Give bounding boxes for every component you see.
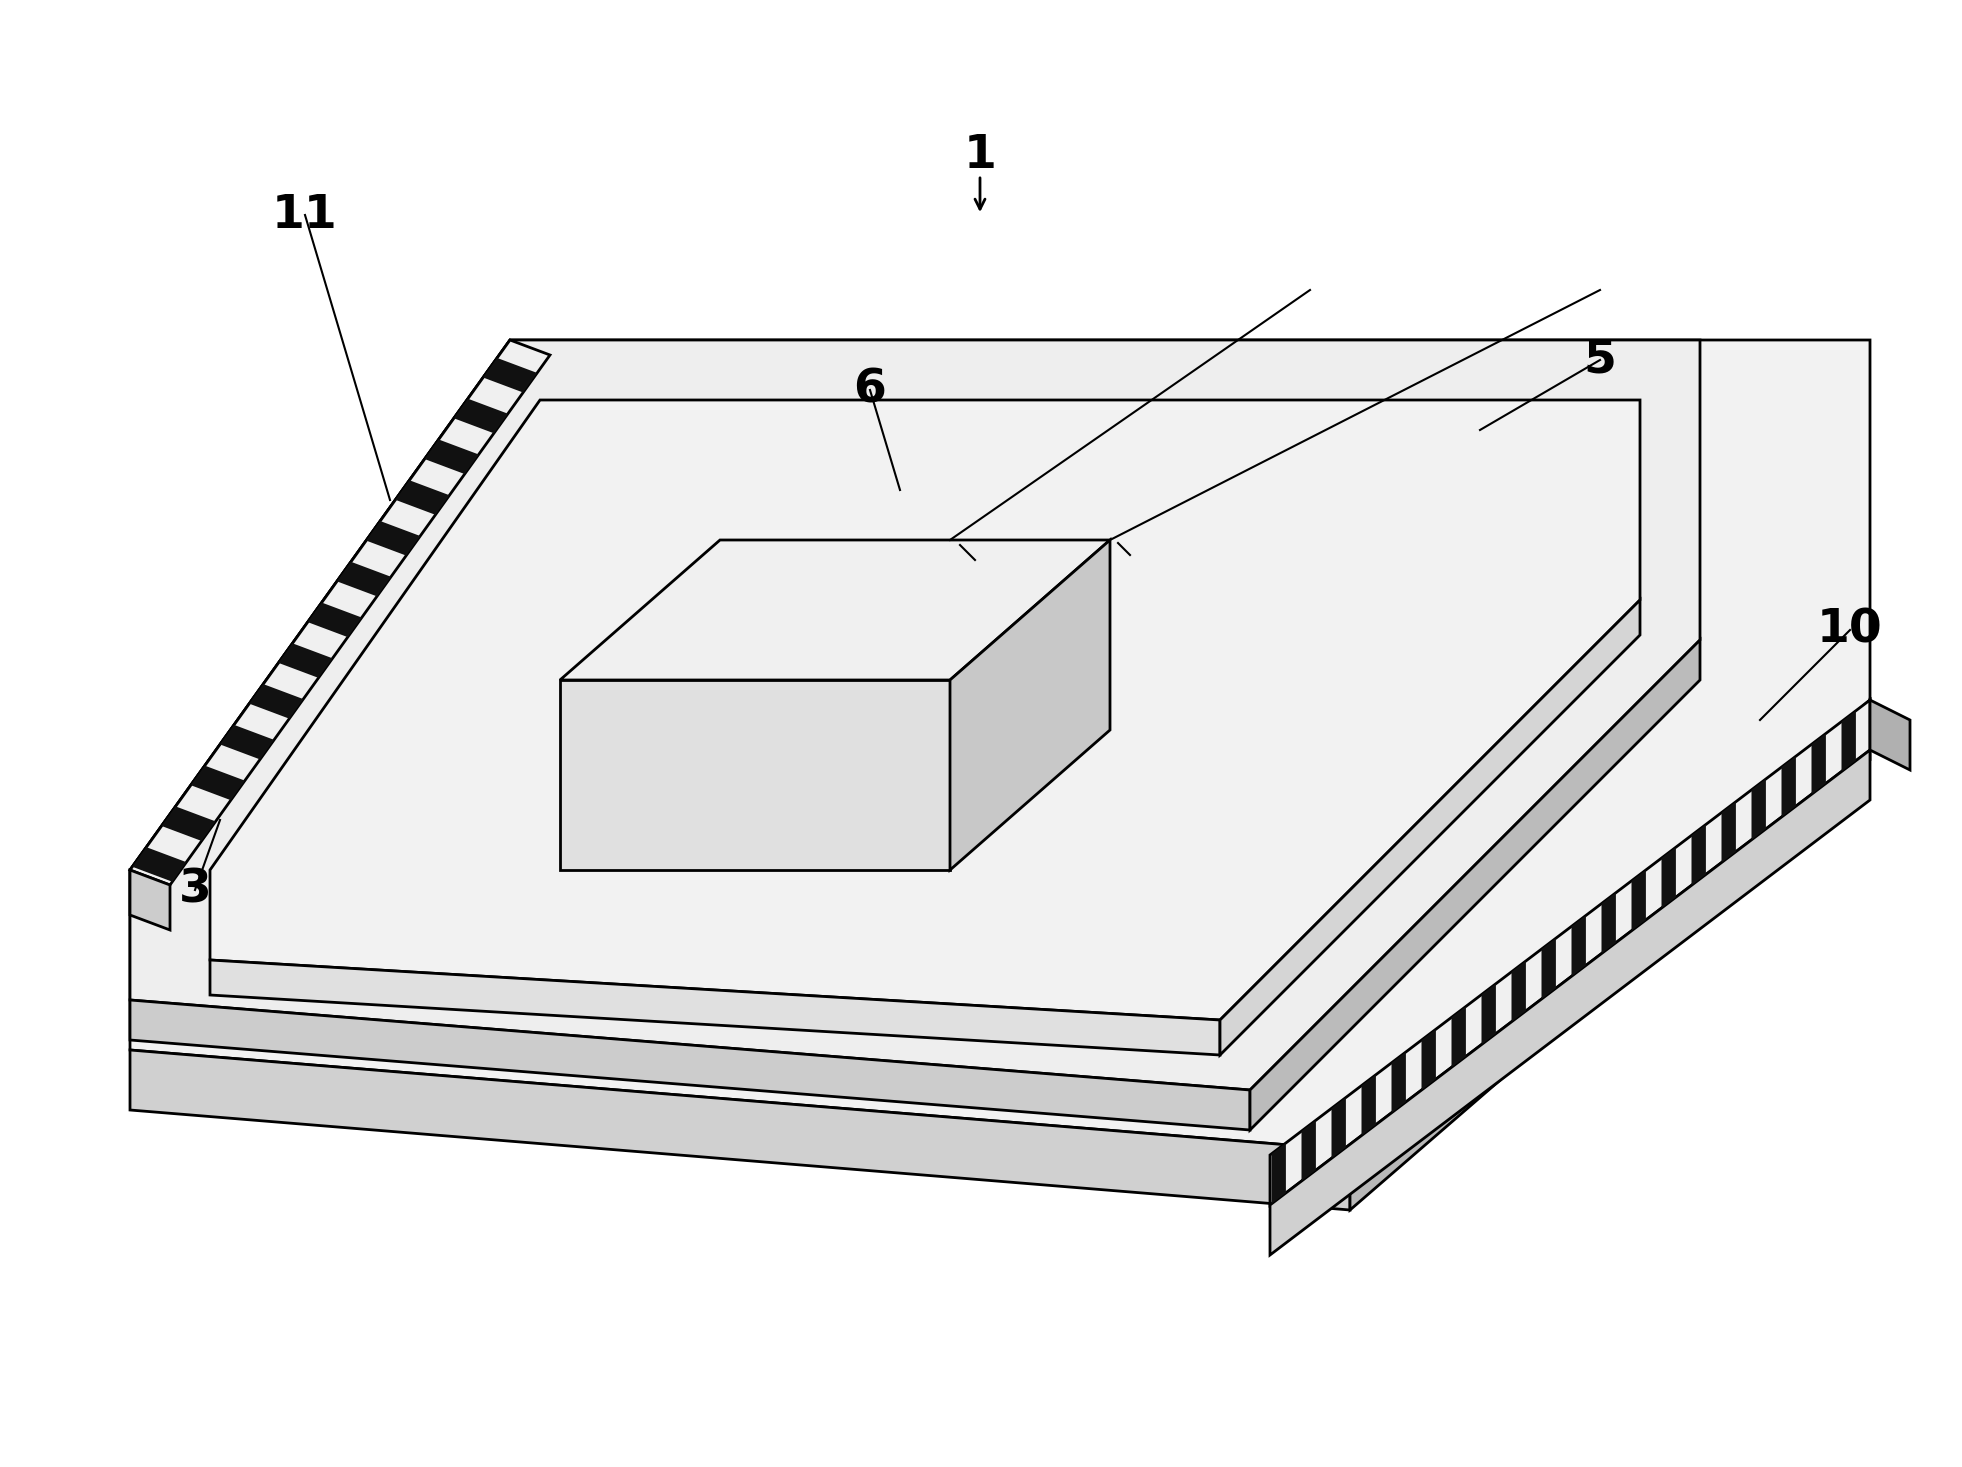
Polygon shape <box>279 644 332 678</box>
Polygon shape <box>161 807 216 841</box>
Polygon shape <box>1332 1097 1346 1159</box>
Polygon shape <box>396 480 449 515</box>
Polygon shape <box>1481 984 1495 1045</box>
Polygon shape <box>1811 734 1827 794</box>
Text: 1: 1 <box>963 132 997 178</box>
Polygon shape <box>1250 640 1699 1130</box>
Text: 3: 3 <box>179 867 212 912</box>
Polygon shape <box>129 1000 1250 1130</box>
Polygon shape <box>1220 600 1640 1055</box>
Polygon shape <box>1362 1075 1375 1135</box>
Polygon shape <box>424 440 479 474</box>
Polygon shape <box>453 399 508 433</box>
Text: 5: 5 <box>1583 337 1617 383</box>
Text: 10: 10 <box>1817 607 1884 653</box>
Polygon shape <box>1511 961 1526 1022</box>
Polygon shape <box>337 562 390 597</box>
Polygon shape <box>1842 710 1856 772</box>
Polygon shape <box>1271 1143 1285 1204</box>
Polygon shape <box>1781 756 1795 817</box>
Polygon shape <box>1870 700 1909 770</box>
Polygon shape <box>1632 870 1646 932</box>
Polygon shape <box>249 684 304 719</box>
Polygon shape <box>1572 915 1585 977</box>
Polygon shape <box>308 603 361 637</box>
Polygon shape <box>210 400 1640 1020</box>
Polygon shape <box>1601 893 1617 954</box>
Polygon shape <box>1542 939 1556 999</box>
Polygon shape <box>1721 801 1736 863</box>
Polygon shape <box>1269 750 1870 1254</box>
Polygon shape <box>1301 1121 1317 1181</box>
Polygon shape <box>131 846 186 882</box>
Polygon shape <box>1452 1006 1466 1068</box>
Polygon shape <box>1662 846 1676 908</box>
Polygon shape <box>1269 700 1870 1204</box>
Polygon shape <box>483 358 538 393</box>
Polygon shape <box>1350 700 1870 1210</box>
Polygon shape <box>950 540 1110 870</box>
Polygon shape <box>220 725 275 760</box>
Polygon shape <box>1422 1030 1436 1090</box>
Polygon shape <box>210 959 1220 1055</box>
Polygon shape <box>129 340 1870 1150</box>
Polygon shape <box>1691 824 1705 886</box>
Polygon shape <box>190 766 245 800</box>
Polygon shape <box>129 340 549 885</box>
Polygon shape <box>129 1050 1350 1210</box>
Polygon shape <box>559 540 1110 681</box>
Polygon shape <box>367 521 420 556</box>
Polygon shape <box>1391 1052 1407 1113</box>
Polygon shape <box>559 681 950 870</box>
Polygon shape <box>129 340 1699 1090</box>
Polygon shape <box>129 870 171 930</box>
Text: 6: 6 <box>853 368 887 412</box>
Text: 11: 11 <box>273 192 337 238</box>
Polygon shape <box>1752 779 1766 841</box>
